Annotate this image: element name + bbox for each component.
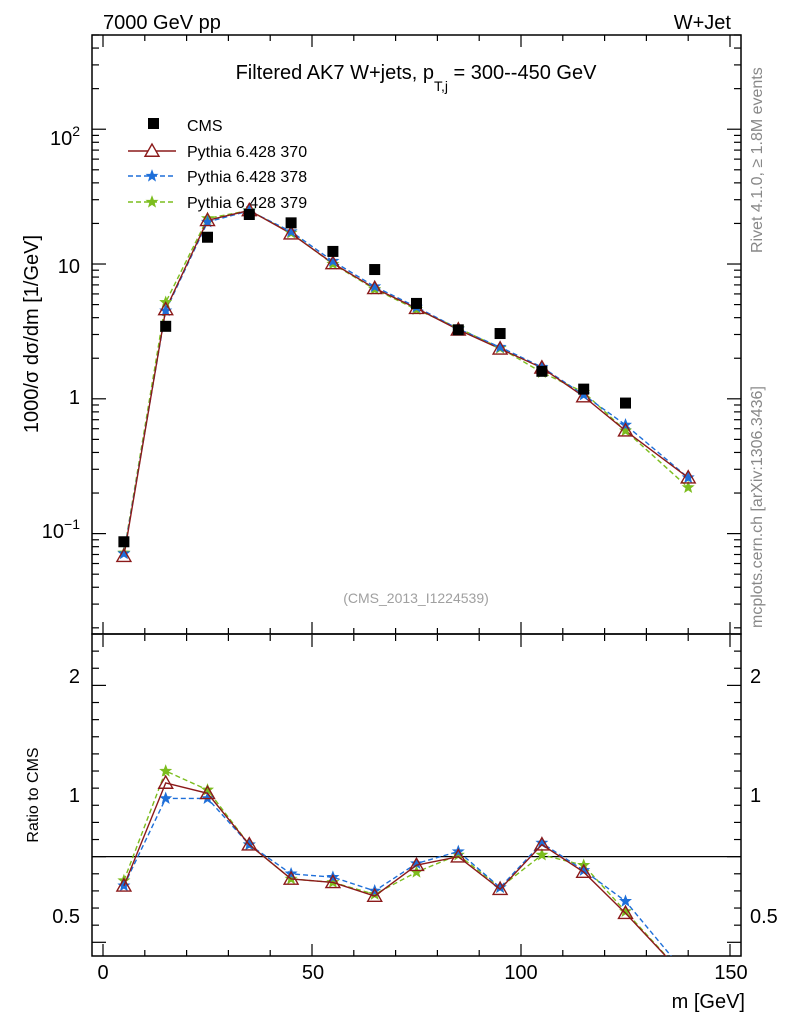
point-cms <box>578 383 590 395</box>
x-tick-label-100: 100 <box>504 962 537 984</box>
ratio-line-pythia-6.428-370 <box>123 782 667 956</box>
ratio-tick-label-0.5: 0.5 <box>52 906 80 928</box>
main-series-group <box>115 201 697 656</box>
ratio-point-370 <box>533 836 551 851</box>
ratio-tick-label-right-1: 1 <box>750 785 761 807</box>
ratio-point-370 <box>115 877 133 892</box>
ratio-panel-frame <box>91 633 742 957</box>
y-tick-label-0.1: 10−1 <box>42 516 80 543</box>
legend-marker-cms <box>148 118 159 129</box>
point-378 <box>681 470 695 484</box>
legend-markers <box>128 118 176 208</box>
side-text-bottom: mcplots.cern.ch [arXiv:1306.3436] <box>749 386 766 628</box>
ratio-line-pythia-6.428-379 <box>123 770 668 956</box>
point-370 <box>199 211 216 227</box>
series-line-pythia-6.428-378 <box>123 210 689 554</box>
ratio-point-370 <box>241 836 258 851</box>
chart-title: Filtered AK7 W+jets, pT,j = 300--450 GeV <box>236 62 598 94</box>
ratio-point-379 <box>683 974 694 985</box>
legend-label-379: Pythia 6.428 379 <box>187 195 307 212</box>
ratio-point-370 <box>324 873 342 889</box>
point-378 <box>493 340 507 353</box>
ratio-point-378 <box>159 791 173 805</box>
ratio-point-370 <box>575 863 592 879</box>
x-axis-label: m [GeV] <box>672 991 745 1013</box>
point-378 <box>117 546 131 560</box>
ratio-point-370 <box>617 904 634 920</box>
y-axis-label: 1000/σ dσ/dm [1/GeV] <box>21 235 43 433</box>
x-tick-label-0: 0 <box>97 962 108 984</box>
data-marks <box>115 201 697 985</box>
point-370 <box>679 469 697 484</box>
point-cms <box>411 297 422 309</box>
ratio-point-370 <box>408 856 425 872</box>
point-379 <box>618 423 633 437</box>
point-cms <box>243 208 255 220</box>
point-cms <box>683 645 694 656</box>
legend-marker-370 <box>143 142 161 157</box>
point-379 <box>681 480 695 493</box>
legend-label-378: Pythia 6.428 378 <box>187 169 307 186</box>
point-370 <box>491 340 509 355</box>
ratio-point-370 <box>282 870 300 885</box>
point-cms <box>160 320 172 332</box>
ratio-point-378 <box>618 894 633 907</box>
ratio-point-370 <box>366 887 383 903</box>
legend-marker-379 <box>145 195 159 208</box>
point-cms <box>494 328 506 340</box>
ratio-tick-label-right-0.5: 0.5 <box>750 906 778 928</box>
header-left: 7000 GeV pp <box>103 12 221 34</box>
ratio-tick-label-1: 1 <box>69 785 80 807</box>
point-370 <box>575 388 592 403</box>
ratio-tick-label-2: 2 <box>69 666 80 688</box>
legend-label-370: Pythia 6.428 370 <box>187 144 307 161</box>
ratio-point-370 <box>157 774 174 789</box>
point-cms <box>620 397 631 409</box>
ratio-point-379 <box>535 848 549 861</box>
point-370 <box>366 279 383 295</box>
point-370 <box>324 255 342 270</box>
side-text-top: Rivet 4.1.0, ≥ 1.8M events <box>749 67 766 253</box>
ratio-tick-label-right-2: 2 <box>750 666 761 688</box>
y-tick-label-100: 102 <box>50 123 80 150</box>
point-cms <box>285 217 297 229</box>
point-378 <box>284 224 298 238</box>
point-cms <box>118 536 130 548</box>
legend-label-cms: CMS <box>187 118 223 135</box>
ratio-point-378 <box>683 971 694 982</box>
ratio-y-axis-label: Ratio to CMS <box>25 747 42 842</box>
legend-marker-378 <box>145 169 159 182</box>
point-cms <box>536 365 548 377</box>
point-378 <box>326 254 340 267</box>
analysis-watermark: (CMS_2013_I1224539) <box>343 590 489 606</box>
point-cms <box>202 231 213 243</box>
series-line-pythia-6.428-379 <box>123 209 689 553</box>
header-right: W+Jet <box>674 12 732 34</box>
point-370 <box>115 547 133 563</box>
point-cms <box>452 324 464 336</box>
ratio-point-370 <box>491 880 509 896</box>
point-cms <box>369 264 381 276</box>
point-370 <box>282 225 300 240</box>
ratio-series-group <box>115 764 695 985</box>
point-cms <box>327 245 339 257</box>
y-tick-label-1: 1 <box>69 387 80 409</box>
point-370 <box>617 422 634 437</box>
ratio-point-370 <box>199 784 216 800</box>
ratio-point-370 <box>450 848 467 863</box>
x-tick-label-150: 150 <box>714 962 747 984</box>
axis-ticks <box>92 34 741 956</box>
ratio-point-379 <box>159 764 173 777</box>
point-378 <box>368 279 382 293</box>
ratio-point-370 <box>681 973 695 985</box>
point-370 <box>157 301 174 316</box>
ratio-line-pythia-6.428-378 <box>123 797 672 956</box>
y-tick-label-10: 10 <box>58 256 80 278</box>
x-tick-label-50: 50 <box>302 962 324 984</box>
series-line-pythia-6.428-370 <box>123 209 689 557</box>
